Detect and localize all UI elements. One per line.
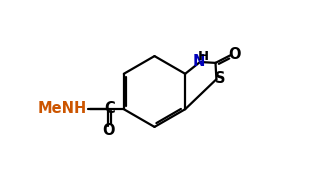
Text: O: O bbox=[102, 123, 115, 138]
Text: O: O bbox=[228, 47, 241, 62]
Text: MeNH: MeNH bbox=[37, 101, 87, 116]
Text: H: H bbox=[198, 50, 209, 63]
Text: S: S bbox=[215, 71, 226, 86]
Text: C: C bbox=[104, 101, 115, 116]
Text: N: N bbox=[193, 54, 205, 69]
